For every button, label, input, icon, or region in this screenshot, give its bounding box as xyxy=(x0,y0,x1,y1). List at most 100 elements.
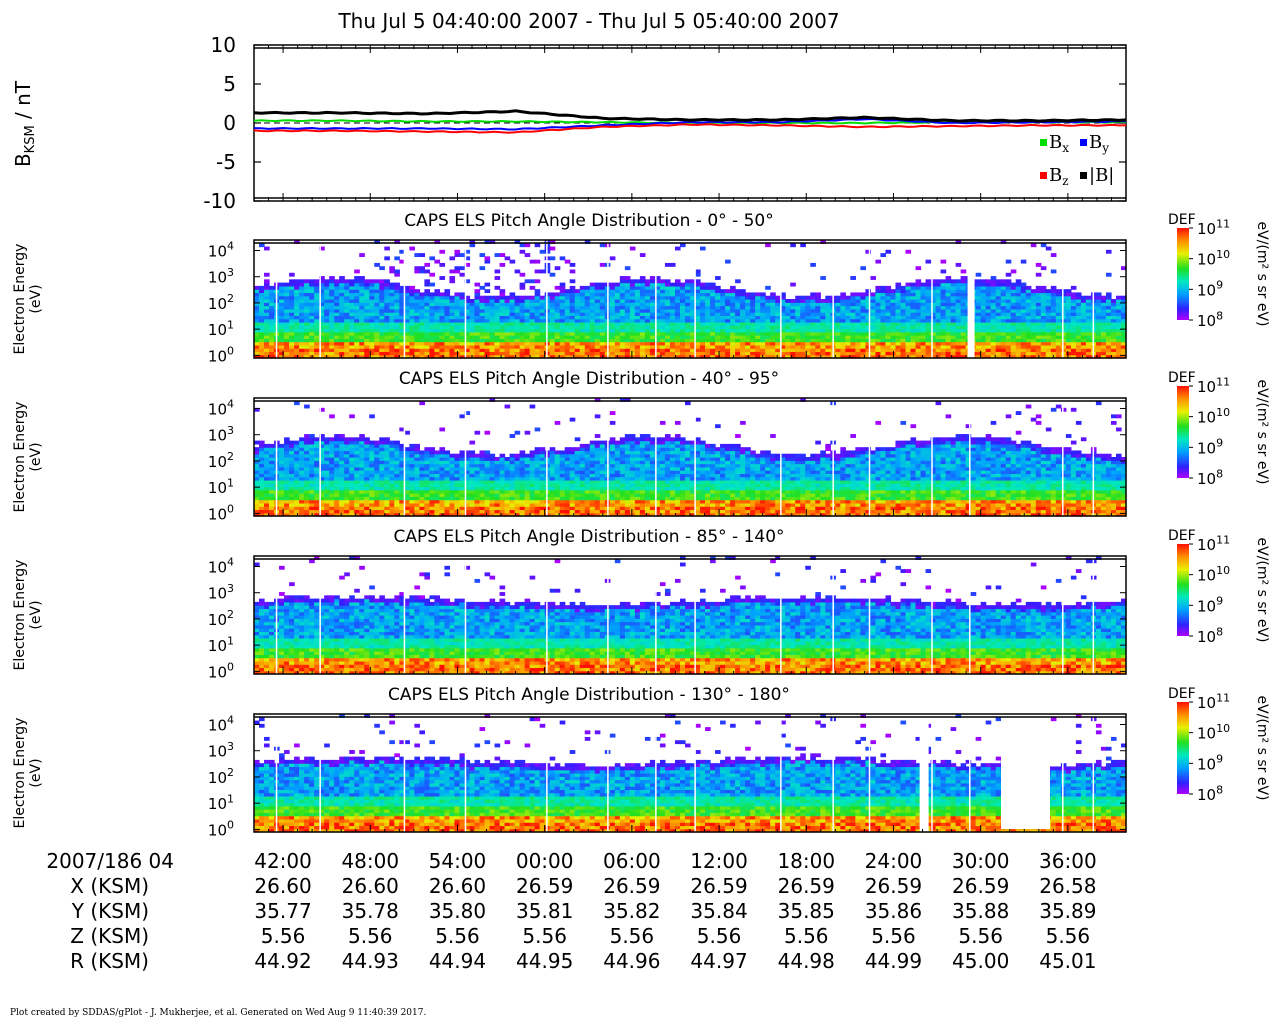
energy-tick-label: 101 xyxy=(208,318,234,339)
spectrogram-panel-1: CAPS ELS Pitch Angle Distribution - 0° -… xyxy=(12,211,1270,365)
ephemeris-value: 35.80 xyxy=(429,899,486,923)
colorbar-title: DEF xyxy=(1168,528,1196,544)
colorbar-tick-label: 108 xyxy=(1197,625,1223,646)
energy-tick-label: 104 xyxy=(208,240,234,261)
ephemeris-value: 44.93 xyxy=(342,949,399,973)
colorbar-tick-label: 1010 xyxy=(1197,248,1230,269)
colorbar-unit-label: eV/(m² s sr eV) xyxy=(1254,696,1270,801)
ephemeris-value: 44.96 xyxy=(603,949,660,973)
mag-legend: Bx By Bz |B| xyxy=(1040,132,1114,188)
colorbar xyxy=(1177,386,1189,478)
time-tick-label: 30:00 xyxy=(952,849,1010,873)
ephemeris-value: 44.94 xyxy=(429,949,486,973)
colorbar xyxy=(1177,702,1189,794)
mag-series-2 xyxy=(253,123,1127,134)
colorbar-tick-label: 1011 xyxy=(1197,375,1230,396)
energy-axis-label: Electron Energy(eV) xyxy=(12,402,44,513)
ephemeris-row-label: X (KSM) xyxy=(70,874,149,898)
ephemeris-value: 26.60 xyxy=(254,874,311,898)
legend-swatch xyxy=(1080,172,1087,179)
time-axis-table: 2007/186 04 42:00 48:00 54:00 00:00 06:00 12:0… xyxy=(46,849,1096,973)
legend-swatch xyxy=(1040,139,1047,146)
colorbar xyxy=(1177,228,1189,320)
ephemeris-value: 5.56 xyxy=(1046,924,1091,948)
time-tick-label: 12:00 xyxy=(690,849,748,873)
colorbar-unit-label: eV/(m² s sr eV) xyxy=(1254,380,1270,485)
spectrogram-title: CAPS ELS Pitch Angle Distribution - 130°… xyxy=(388,685,790,705)
plot-title: Thu Jul 5 04:40:00 2007 - Thu Jul 5 05:4… xyxy=(337,9,839,33)
time-tick-label: 00:00 xyxy=(516,849,574,873)
colorbar-tick-label: 1011 xyxy=(1197,217,1230,238)
ephemeris-value: 5.56 xyxy=(261,924,306,948)
time-tick-label: 24:00 xyxy=(865,849,923,873)
energy-tick-label: 103 xyxy=(208,582,234,603)
ephemeris-value: 45.00 xyxy=(952,949,1009,973)
magnetic-field-panel: 10 5 0 -5 -10 BKSM / nT Bx By Bz |B| xyxy=(11,33,1127,213)
colorbar-title: DEF xyxy=(1168,212,1196,228)
ephemeris-value: 44.95 xyxy=(516,949,573,973)
colorbar-tick-label: 1010 xyxy=(1197,722,1230,743)
ephemeris-value: 44.99 xyxy=(865,949,922,973)
colorbar-tick-label: 1010 xyxy=(1197,564,1230,585)
ephemeris-value: 26.59 xyxy=(690,874,747,898)
ephemeris-value: 26.59 xyxy=(865,874,922,898)
ephemeris-value: 26.59 xyxy=(778,874,835,898)
energy-axis-label: Electron Energy(eV) xyxy=(12,244,44,355)
energy-tick-label: 104 xyxy=(208,398,234,419)
colorbar-tick-label: 1011 xyxy=(1197,533,1230,554)
ephemeris-value: 26.59 xyxy=(516,874,573,898)
ephemeris-value: 35.85 xyxy=(778,899,835,923)
energy-tick-label: 102 xyxy=(208,608,234,629)
energy-tick-label: 102 xyxy=(208,450,234,471)
spectrogram-cells xyxy=(254,556,1127,675)
mag-y-tick-label: -5 xyxy=(216,150,236,174)
energy-tick-label: 104 xyxy=(208,556,234,577)
colorbar-tick-label: 1010 xyxy=(1197,406,1230,427)
energy-tick-label: 100 xyxy=(208,345,234,366)
energy-axis-label: Electron Energy(eV) xyxy=(12,560,44,671)
ephemeris-value: 35.89 xyxy=(1039,899,1096,923)
time-tick-label: 06:00 xyxy=(603,849,661,873)
ephemeris-value: 35.77 xyxy=(254,899,311,923)
energy-tick-label: 100 xyxy=(208,503,234,524)
colorbar-tick-label: 109 xyxy=(1197,437,1223,458)
ephemeris-value: 26.60 xyxy=(429,874,486,898)
ephemeris-value: 35.82 xyxy=(603,899,660,923)
spectrogram-title: CAPS ELS Pitch Angle Distribution - 0° -… xyxy=(404,211,773,231)
energy-tick-label: 101 xyxy=(208,476,234,497)
ephemeris-value: 5.56 xyxy=(522,924,567,948)
energy-tick-label: 102 xyxy=(208,292,234,313)
ephemeris-value: 5.56 xyxy=(958,924,1003,948)
ephemeris-row-label: R (KSM) xyxy=(70,949,149,973)
ephemeris-value: 26.58 xyxy=(1039,874,1096,898)
time-tick-label: 48:00 xyxy=(341,849,399,873)
mag-series-3 xyxy=(253,109,1127,123)
energy-tick-label: 101 xyxy=(208,634,234,655)
ephemeris-row-label: Y (KSM) xyxy=(71,899,149,923)
legend-label: Bz xyxy=(1049,165,1069,188)
mag-y-tick-label: 0 xyxy=(223,111,236,135)
colorbar-tick-label: 108 xyxy=(1197,309,1223,330)
ephemeris-value: 45.01 xyxy=(1039,949,1096,973)
time-tick-label: 54:00 xyxy=(429,849,487,873)
ephemeris-value: 5.56 xyxy=(610,924,655,948)
ephemeris-value: 26.60 xyxy=(342,874,399,898)
spectrogram-panel-2: CAPS ELS Pitch Angle Distribution - 40° … xyxy=(12,369,1270,523)
energy-tick-label: 101 xyxy=(208,792,234,813)
spectrogram-title: CAPS ELS Pitch Angle Distribution - 85° … xyxy=(393,527,784,547)
ephemeris-value: 44.98 xyxy=(778,949,835,973)
ephemeris-value: 35.88 xyxy=(952,899,1009,923)
spectrogram-panel-4: CAPS ELS Pitch Angle Distribution - 130°… xyxy=(12,685,1270,839)
colorbar-tick-label: 108 xyxy=(1197,783,1223,804)
ephemeris-value: 5.56 xyxy=(348,924,393,948)
spectrogram-title: CAPS ELS Pitch Angle Distribution - 40° … xyxy=(399,369,779,389)
time-start-label: 2007/186 04 xyxy=(46,849,174,873)
time-tick-label: 42:00 xyxy=(254,849,312,873)
spectrogram-panel-3: CAPS ELS Pitch Angle Distribution - 85° … xyxy=(12,527,1270,681)
ephemeris-value: 26.59 xyxy=(952,874,1009,898)
energy-tick-label: 100 xyxy=(208,819,234,840)
colorbar-title: DEF xyxy=(1168,370,1196,386)
legend-label: Bx xyxy=(1049,132,1069,155)
time-tick-label: 18:00 xyxy=(777,849,835,873)
